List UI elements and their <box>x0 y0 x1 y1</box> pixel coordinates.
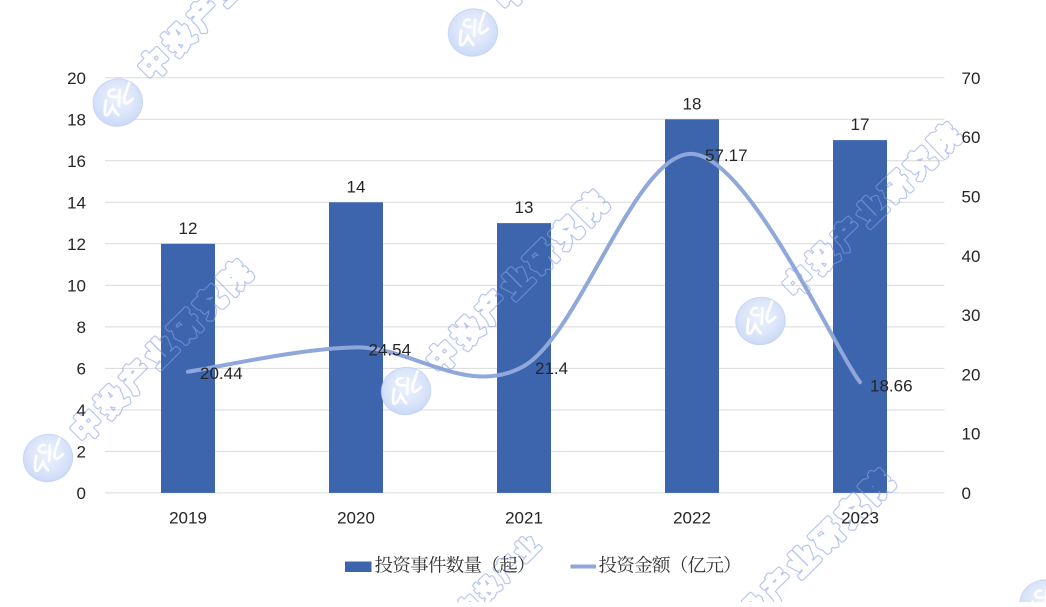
svg-text:2019: 2019 <box>169 509 207 528</box>
svg-text:16: 16 <box>67 152 86 171</box>
svg-text:14: 14 <box>67 193 86 212</box>
svg-text:12: 12 <box>67 235 86 254</box>
svg-text:13: 13 <box>515 198 534 217</box>
svg-text:60: 60 <box>962 128 981 147</box>
svg-text:10: 10 <box>962 425 981 444</box>
svg-text:24.54: 24.54 <box>369 341 412 360</box>
svg-text:10: 10 <box>67 276 86 295</box>
svg-text:6: 6 <box>77 360 86 379</box>
svg-text:2022: 2022 <box>673 509 711 528</box>
svg-text:2023: 2023 <box>841 509 879 528</box>
svg-text:0: 0 <box>77 484 86 503</box>
svg-text:0: 0 <box>962 484 971 503</box>
svg-text:57.17: 57.17 <box>705 146 748 165</box>
svg-text:21.4: 21.4 <box>535 359 568 378</box>
svg-text:2020: 2020 <box>337 509 375 528</box>
svg-text:18: 18 <box>683 94 702 113</box>
svg-text:12: 12 <box>179 219 198 238</box>
svg-text:14: 14 <box>347 177 366 196</box>
svg-text:4: 4 <box>77 401 86 420</box>
svg-text:50: 50 <box>962 188 981 207</box>
svg-text:20.44: 20.44 <box>200 364 243 383</box>
svg-text:30: 30 <box>962 306 981 325</box>
svg-text:17: 17 <box>851 115 870 134</box>
svg-text:40: 40 <box>962 247 981 266</box>
svg-text:70: 70 <box>962 69 981 88</box>
svg-text:2: 2 <box>77 443 86 462</box>
svg-text:18.66: 18.66 <box>870 377 913 396</box>
svg-text:20: 20 <box>67 69 86 88</box>
svg-text:20: 20 <box>962 365 981 384</box>
svg-text:18: 18 <box>67 110 86 129</box>
svg-text:2021: 2021 <box>505 509 543 528</box>
svg-text:8: 8 <box>77 318 86 337</box>
